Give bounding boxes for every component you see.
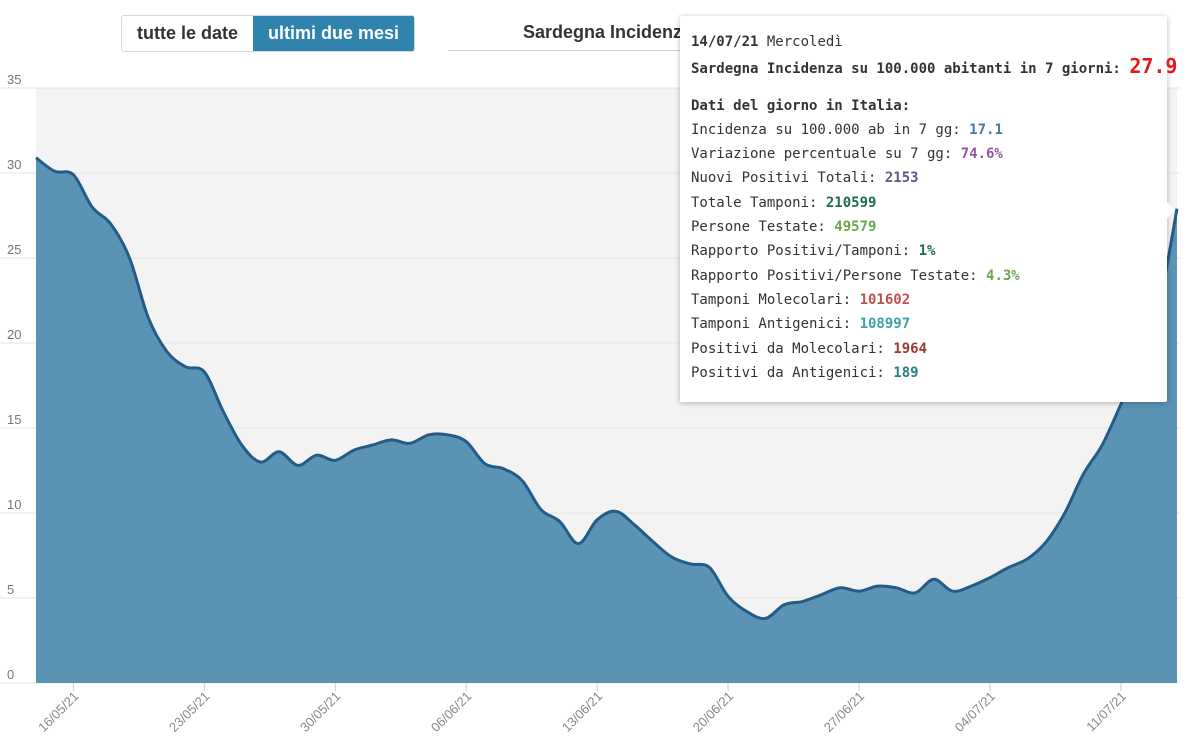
x-tick-label: 27/06/21 (821, 689, 867, 735)
data-tooltip: 14/07/21 Mercoledì Sardegna Incidenza su… (680, 16, 1177, 402)
tooltip-row-label: Rapporto Positivi/Persone Testate: (691, 267, 987, 284)
x-tick-label: 16/05/21 (35, 689, 81, 735)
tooltip-row-label: Positivi da Molecolari: (691, 340, 894, 357)
y-axis-tick-labels: 0 5 10 15 20 25 30 35 (7, 72, 21, 682)
tooltip-row: Positivi da Molecolari: 1964 (691, 337, 1156, 361)
tooltip-section-title: Dati del giorno in Italia: (691, 97, 911, 114)
tooltip-date-line: 14/07/21 Mercoledì (691, 30, 1156, 54)
date-range-toggle: tutte le date ultimi due mesi (121, 15, 416, 52)
tooltip-row-value: 1964 (893, 340, 928, 357)
tooltip-row: Totale Tamponi: 210599 (691, 191, 1156, 215)
tooltip-headline: Sardegna Incidenza su 100.000 abitanti i… (691, 54, 1177, 81)
tooltip-row: Rapporto Positivi/Persone Testate: 4.3% (691, 264, 1156, 288)
y-tick-label: 35 (7, 72, 21, 87)
tooltip-pointer (1167, 202, 1175, 218)
x-tick-label: 20/06/21 (690, 689, 736, 735)
tooltip-row-value: 4.3% (986, 267, 1020, 284)
tooltip-row-label: Incidenza su 100.000 ab in 7 gg: (691, 121, 970, 138)
tooltip-row-label: Rapporto Positivi/Tamponi: (691, 243, 919, 260)
tooltip-weekday: Mercoledì (766, 34, 843, 50)
tooltip-row-value: 189 (893, 364, 919, 381)
tooltip-row: Positivi da Antigenici: 189 (691, 361, 1156, 385)
y-tick-label: 5 (7, 582, 14, 597)
incidence-line (35, 156, 1179, 621)
tooltip-row-value: 101602 (859, 291, 911, 308)
tooltip-headline-label: Sardegna Incidenza su 100.000 abitanti i… (691, 61, 1121, 78)
all-dates-button[interactable]: tutte le date (122, 16, 254, 51)
tooltip-row-value: 108997 (859, 316, 911, 333)
tooltip-row-label: Nuovi Positivi Totali: (691, 170, 885, 187)
tooltip-row: Rapporto Positivi/Tamponi: 1% (691, 239, 1156, 263)
x-tick-label: 04/07/21 (952, 689, 998, 735)
y-tick-label: 20 (7, 327, 21, 342)
tooltip-rows: Incidenza su 100.000 ab in 7 gg: 17.1 Var… (691, 118, 1156, 385)
tooltip-date: 14/07/21 (691, 34, 759, 50)
x-tick-label: 30/05/21 (297, 689, 343, 735)
x-axis-tick-labels: 16/05/21 23/05/21 30/05/21 06/06/21 13/06/21… (35, 683, 1129, 735)
last-two-months-button[interactable]: ultimi due mesi (253, 16, 415, 51)
tooltip-row: Nuovi Positivi Totali: 2153 (691, 166, 1156, 190)
tooltip-row: Tamponi Antigenici: 108997 (691, 312, 1156, 336)
y-tick-label: 15 (7, 412, 21, 427)
y-tick-label: 0 (7, 667, 14, 682)
y-tick-label: 30 (7, 157, 21, 172)
x-tick-label: 23/05/21 (166, 689, 212, 735)
tooltip-headline-value: 27.9 (1129, 54, 1178, 79)
y-tick-label: 25 (7, 242, 21, 257)
tooltip-row: Incidenza su 100.000 ab in 7 gg: 17.1 (691, 118, 1156, 142)
tooltip-row-label: Tamponi Antigenici: (691, 316, 860, 333)
tooltip-row-label: Totale Tamponi: (691, 194, 826, 211)
tooltip-row-label: Persone Testate: (691, 219, 835, 236)
tooltip-row: Tamponi Molecolari: 101602 (691, 288, 1156, 312)
tooltip-row-value: 2153 (884, 170, 919, 187)
tooltip-row-value: 17.1 (969, 121, 1003, 138)
tooltip-row-label: Tamponi Molecolari: (691, 291, 860, 308)
tooltip-row-value: 210599 (825, 194, 877, 211)
incidence-area (36, 157, 1177, 683)
x-tick-label: 11/07/21 (1083, 689, 1129, 735)
tooltip-row-value: 74.6% (960, 146, 1003, 163)
x-tick-label: 13/06/21 (559, 689, 605, 735)
x-tick-label: 06/06/21 (428, 689, 474, 735)
tooltip-row: Variazione percentuale su 7 gg: 74.6% (691, 142, 1156, 166)
y-tick-label: 10 (7, 497, 21, 512)
tooltip-row-label: Variazione percentuale su 7 gg: (691, 146, 961, 163)
tooltip-row-value: 1% (918, 243, 936, 260)
tooltip-row: Persone Testate: 49579 (691, 215, 1156, 239)
tooltip-row-value: 49579 (834, 219, 877, 236)
tooltip-row-label: Positivi da Antigenici: (691, 364, 894, 381)
